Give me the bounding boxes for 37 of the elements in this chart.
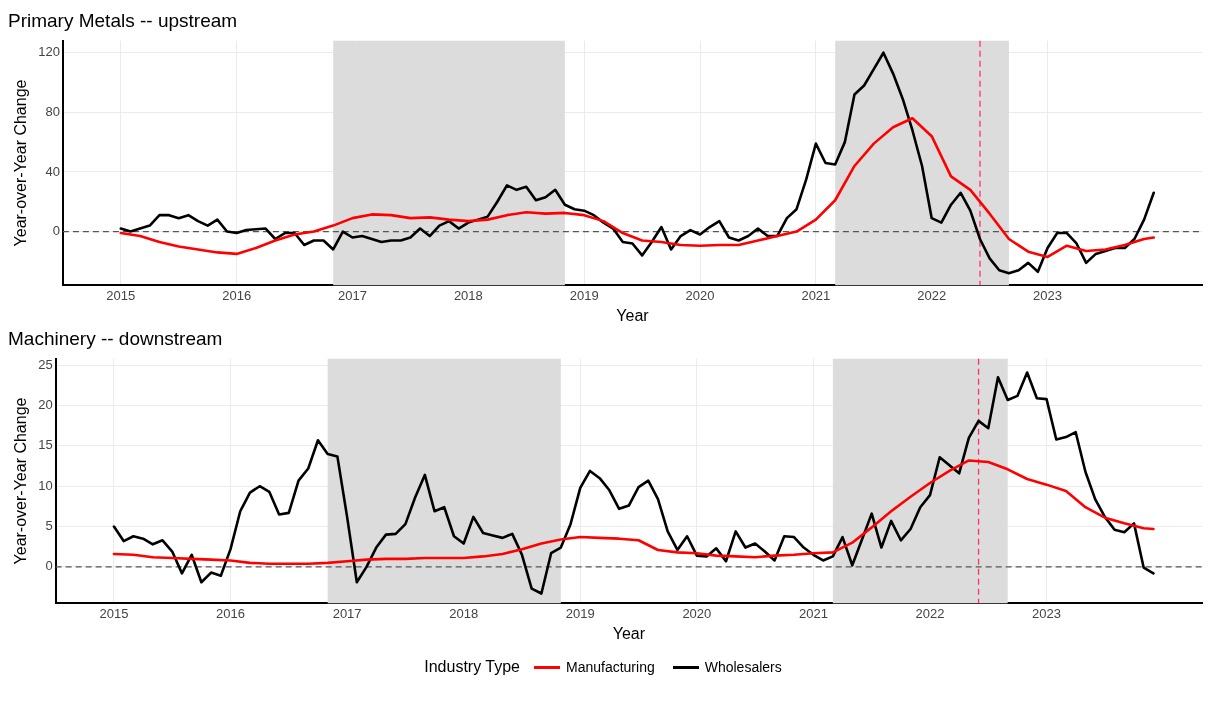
y-tick-label: 0 <box>52 223 60 239</box>
y-axis-title: Year-over-Year Change <box>12 397 30 565</box>
x-tick-label: 2015 <box>99 605 129 621</box>
x-tick-label: 2016 <box>216 605 245 621</box>
x-tick-label: 2017 <box>338 287 367 303</box>
legend-label: Wholesalers <box>704 659 782 675</box>
y-tick-label: 10 <box>38 477 53 493</box>
x-tick-label: 2023 <box>1033 287 1063 303</box>
x-tick-label: 2018 <box>449 605 479 621</box>
x-tick-label: 2015 <box>106 287 136 303</box>
x-tick-label: 2017 <box>332 605 362 621</box>
y-tick-label: 80 <box>45 103 60 119</box>
legend-title: Industry Type <box>424 658 520 676</box>
x-tick-label: 2020 <box>682 605 712 621</box>
x-tick-label: 2020 <box>685 287 715 303</box>
x-tick-label: 2022 <box>915 605 945 621</box>
legend-label: Manufacturing <box>566 659 655 675</box>
x-axis-title: Year <box>612 624 646 642</box>
x-tick-label: 2021 <box>798 605 828 621</box>
x-tick-label: 2018 <box>453 287 483 303</box>
x-tick-label: 2019 <box>569 287 599 303</box>
x-tick-label: 2022 <box>917 287 947 303</box>
y-tick-label: 25 <box>38 356 53 372</box>
x-tick-label: 2021 <box>801 287 831 303</box>
chart-title: Primary Metals -- upstream <box>8 9 238 31</box>
x-tick-label: 2019 <box>565 605 595 621</box>
y-tick-label: 0 <box>45 558 53 574</box>
x-tick-label: 2016 <box>222 287 252 303</box>
y-tick-label: 15 <box>38 437 53 453</box>
y-tick-label: 20 <box>38 397 53 413</box>
x-tick-label: 2023 <box>1032 605 1062 621</box>
x-axis-title: Year <box>616 306 650 324</box>
y-tick-label: 40 <box>45 163 60 179</box>
y-axis-title: Year-over-Year Change <box>12 79 30 247</box>
y-tick-label: 5 <box>45 518 53 534</box>
chart-title: Machinery -- downstream <box>8 327 223 349</box>
y-tick-label: 120 <box>38 44 60 60</box>
